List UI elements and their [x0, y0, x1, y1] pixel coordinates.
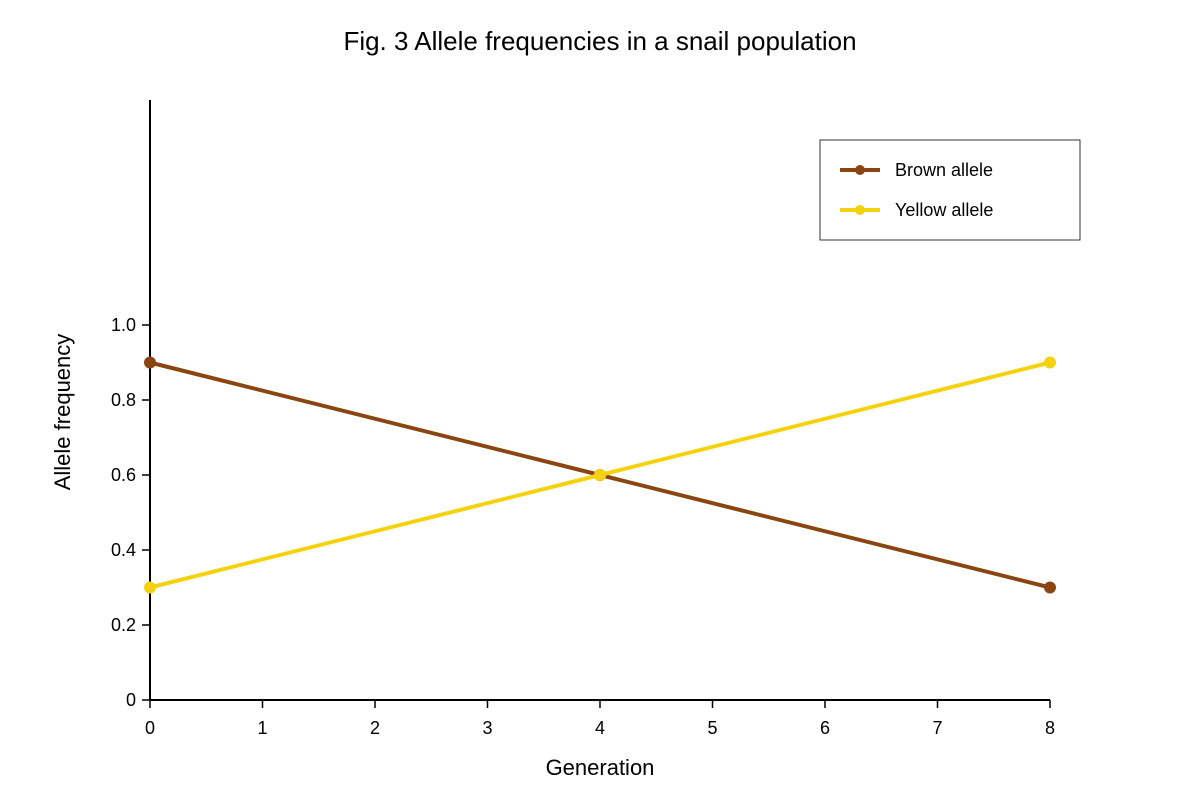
- legend: Brown allele Yellow allele: [819, 139, 1081, 241]
- x-tick-label: 7: [932, 718, 942, 738]
- y-tick-label: 0: [126, 690, 136, 710]
- y-tick-label: 1.0: [111, 315, 136, 335]
- chart-title: Fig. 3 Allele frequencies in a snail pop…: [343, 26, 856, 56]
- x-tick-label: 5: [707, 718, 717, 738]
- brown-allele-point: [1044, 581, 1056, 594]
- x-tick-label: 2: [370, 718, 380, 738]
- y-axis-label: Allele frequency: [50, 334, 75, 491]
- x-tick-label: 8: [1045, 718, 1055, 738]
- y-tick-label: 0.6: [111, 465, 136, 485]
- legend-items: Brown allele Yellow allele: [840, 160, 993, 220]
- x-tick-label: 3: [482, 718, 492, 738]
- legend-label-yellow-allele: Yellow allele: [895, 200, 993, 220]
- legend-box: [819, 139, 1081, 241]
- yellow-allele-point: [1044, 356, 1056, 369]
- yellow-allele-point: [144, 581, 156, 594]
- x-axis-ticks: 0 1 2 3 4 5 6 7 8: [145, 700, 1055, 738]
- legend-marker-yellow-allele: [855, 205, 865, 215]
- x-tick-label: 0: [145, 718, 155, 738]
- yellow-allele-point: [594, 469, 606, 481]
- x-tick-label: 4: [595, 718, 605, 738]
- y-tick-label: 0.8: [111, 390, 136, 410]
- legend-marker-brown-allele: [855, 165, 865, 175]
- legend-label-brown-allele: Brown allele: [895, 160, 993, 180]
- brown-allele-point: [144, 356, 156, 369]
- x-tick-label: 1: [257, 718, 267, 738]
- y-tick-label: 0.2: [111, 615, 136, 635]
- x-axis-label: Generation: [546, 755, 655, 780]
- y-axis-ticks: 0 0.2 0.4 0.6 0.8 1.0: [111, 315, 150, 710]
- y-tick-label: 0.4: [111, 540, 136, 560]
- series-layer: [144, 356, 1056, 594]
- x-tick-label: 6: [820, 718, 830, 738]
